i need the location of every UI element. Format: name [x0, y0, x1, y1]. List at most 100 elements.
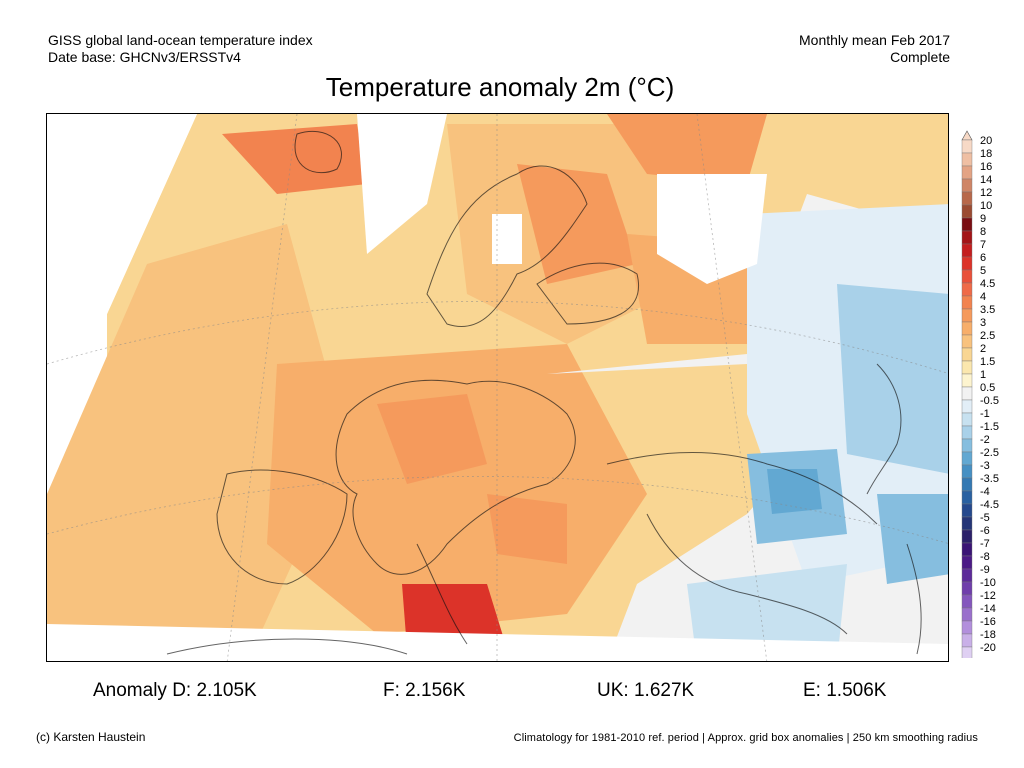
colorbar-tick-label: 10	[980, 200, 992, 212]
colorbar-swatch	[961, 451, 973, 466]
anomaly-uk: UK: 1.627K	[597, 680, 694, 702]
colorbar-tick-label: 20	[980, 135, 992, 147]
colorbar-tick-label: -18	[980, 629, 996, 641]
colorbar-tick-label: 12	[980, 187, 992, 199]
colorbar-tick-label: -2.5	[980, 447, 999, 459]
colorbar-swatch	[961, 620, 973, 635]
colorbar-tick-label: 5	[980, 265, 986, 277]
colorbar-tick-label: 2	[980, 343, 986, 355]
colorbar-swatch	[961, 269, 973, 284]
colorbar-swatch	[961, 646, 973, 661]
colorbar-tick-label: 3.5	[980, 304, 995, 316]
dataset-name: GISS global land-ocean temperature index	[48, 32, 313, 48]
colorbar-tick-label: 9	[980, 213, 986, 225]
map-field-caucasus-core	[767, 469, 822, 514]
colorbar-swatch	[961, 490, 973, 505]
colorbar-swatch	[961, 555, 973, 570]
colorbar-swatch	[961, 256, 973, 271]
colorbar-swatch	[961, 165, 973, 180]
anomaly-uk-label: UK:	[597, 680, 629, 701]
colorbar-swatch	[961, 399, 973, 414]
colorbar-tick-label: -1	[980, 408, 990, 420]
map-field-caspian-cool	[877, 494, 948, 584]
colorbar-swatch	[961, 542, 973, 557]
map-graticule	[47, 114, 948, 661]
anomaly-france-label: F:	[383, 680, 400, 701]
colorbar-tick-label: 2.5	[980, 330, 995, 342]
colorbar-swatch	[961, 529, 973, 544]
colorbar-tick-label: 1.5	[980, 356, 995, 368]
colorbar-tick-label: -4.5	[980, 499, 999, 511]
colorbar-swatch	[961, 594, 973, 609]
colorbar-swatch	[961, 152, 973, 167]
colorbar-swatch	[961, 243, 973, 258]
copyright: (c) Karsten Haustein	[36, 730, 146, 744]
colorbar-swatch	[961, 386, 973, 401]
anomaly-map	[46, 113, 949, 662]
colorbar-swatch	[961, 425, 973, 440]
colorbar-tick-label: 1	[980, 369, 986, 381]
colorbar-tick-label: 14	[980, 174, 992, 186]
colorbar-swatch	[961, 503, 973, 518]
dataset-info: GISS global land-ocean temperature index…	[48, 32, 313, 66]
colorbar-swatch	[961, 607, 973, 622]
map-field-finland	[517, 164, 637, 284]
dataset-base: Date base: GHCNv3/ERSSTv4	[48, 49, 241, 65]
anomaly-spain-value: 1.506K	[826, 680, 887, 701]
colorbar-swatch	[961, 412, 973, 427]
map-coastline-hints	[166, 130, 922, 655]
colorbar-swatch	[961, 230, 973, 245]
anomaly-germany-value: 2.105K	[196, 680, 257, 701]
colorbar-swatch	[961, 178, 973, 193]
colorbar-swatch	[961, 282, 973, 297]
colorbar-tick-label: -20	[980, 642, 996, 654]
colorbar-swatch	[961, 568, 973, 583]
anomaly-france-value: 2.156K	[405, 680, 466, 701]
colorbar-swatch	[961, 373, 973, 388]
colorbar-swatch	[961, 516, 973, 531]
colorbar-tick-label: -10	[980, 577, 996, 589]
anomaly-uk-value: 1.627K	[633, 680, 695, 701]
colorbar-swatch	[961, 334, 973, 349]
colorbar-tick-label: -8	[980, 551, 990, 563]
colorbar-swatch	[961, 347, 973, 362]
colorbar-tick-label: -3.5	[980, 473, 999, 485]
map-field-barents	[607, 114, 767, 184]
colorbar-tick-label: -12	[980, 590, 996, 602]
colorbar-swatch	[961, 360, 973, 375]
colorbar-swatch	[961, 139, 973, 154]
colorbar: 20 18 16 14 12 10 9 8 7 6 5 4.5 4 3.5 3 2.5 2 1.5 1 0.5 -0.5…	[958, 128, 1018, 670]
colorbar-swatch	[961, 477, 973, 492]
colorbar-tick-label: 16	[980, 161, 992, 173]
colorbar-swatch	[961, 308, 973, 323]
chart-title: Temperature anomaly 2m (°C)	[325, 72, 675, 102]
colorbar-tick-label: -14	[980, 603, 996, 615]
colorbar-swatch	[961, 295, 973, 310]
anomaly-germany: Anomaly D: 2.105K	[93, 680, 257, 702]
colorbar-tick-label: 4.5	[980, 278, 995, 290]
anomaly-map-canvas	[47, 114, 948, 661]
colorbar-tick-label: -2	[980, 434, 990, 446]
anomaly-spain-label: E:	[803, 680, 821, 701]
colorbar-tick-label: 7	[980, 239, 986, 251]
map-nodata-ocean	[47, 114, 197, 334]
method-note: Climatology for 1981-2010 ref. period | …	[513, 732, 978, 744]
colorbar-arrow-high	[961, 130, 973, 141]
colorbar-swatch	[961, 438, 973, 453]
map-nodata-north	[357, 114, 447, 254]
anomaly-spain: E: 1.506K	[803, 680, 886, 702]
colorbar-swatch	[961, 633, 973, 648]
colorbar-swatch	[961, 581, 973, 596]
period-status: Complete	[890, 49, 950, 65]
period-info: Monthly mean Feb 2017 Complete	[799, 32, 950, 66]
map-field-cool-ural	[837, 284, 948, 474]
map-field-atlantic	[47, 224, 347, 661]
anomaly-germany-label: Anomaly D:	[93, 680, 192, 701]
colorbar-swatch	[961, 217, 973, 232]
colorbar-tick-label: -6	[980, 525, 990, 537]
map-field-iceland	[222, 124, 367, 194]
colorbar-tick-label: -0.5	[980, 395, 999, 407]
colorbar-swatch	[961, 191, 973, 206]
map-field-balkans	[487, 494, 567, 564]
colorbar-tick-label: -9	[980, 564, 990, 576]
